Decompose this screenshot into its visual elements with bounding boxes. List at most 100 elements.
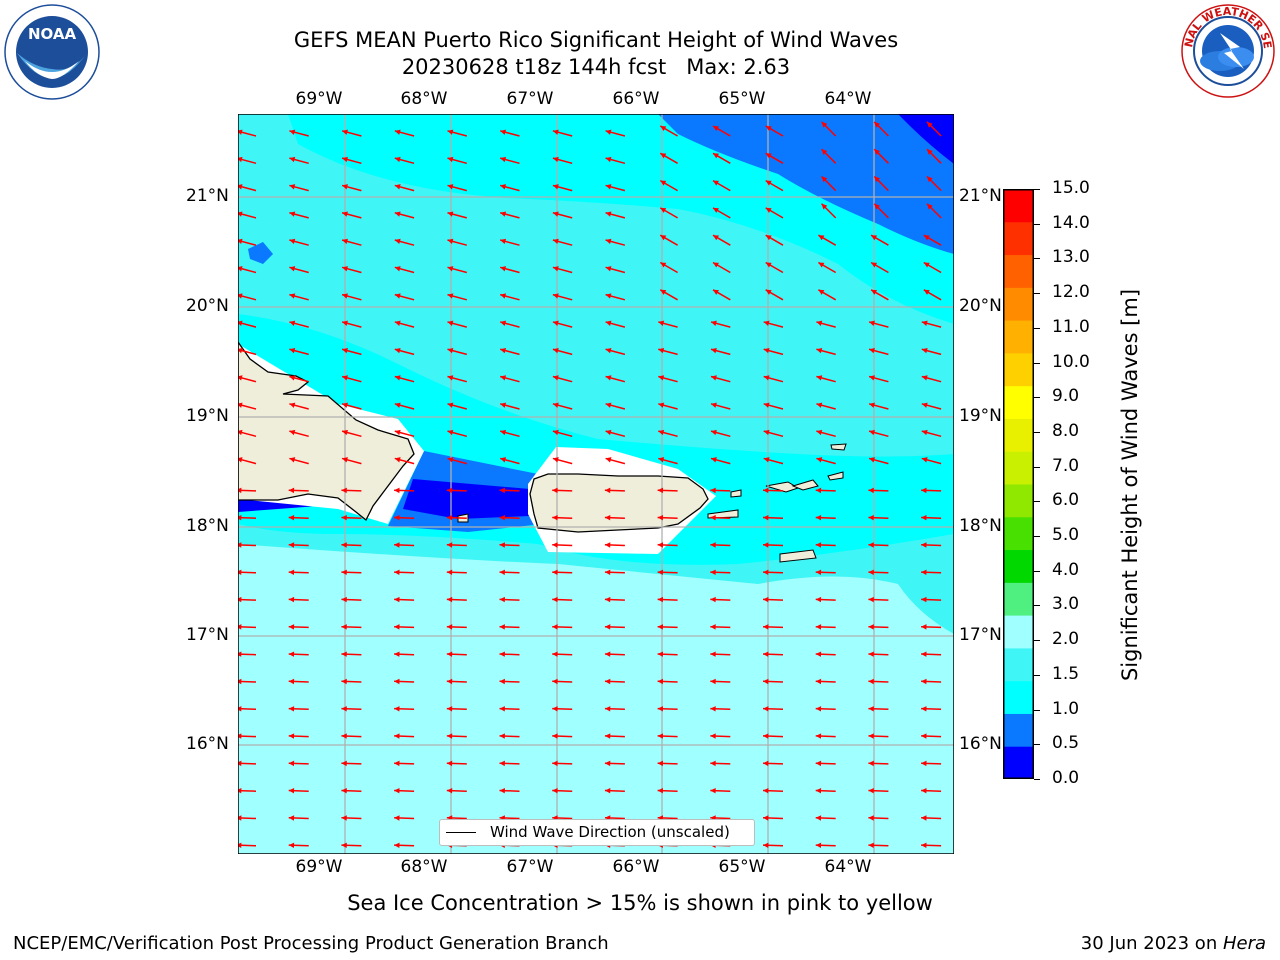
wind-arrow-head xyxy=(868,760,874,767)
sea-ice-note: Sea Ice Concentration > 15% is shown in … xyxy=(347,891,933,915)
wind-arrow-head xyxy=(926,176,933,183)
lat-label-left-16n: 16°N xyxy=(186,734,229,754)
colorbar-swatch xyxy=(1003,352,1034,387)
wind-arrow-head xyxy=(657,569,664,576)
wind-arrow-head xyxy=(394,320,401,326)
wind-arrow-head xyxy=(500,375,507,381)
wind-arrow-head xyxy=(446,787,453,794)
legend-label: Wind Wave Direction (unscaled) xyxy=(490,823,730,841)
wind-arrow-head xyxy=(657,760,664,767)
lat-label-right-16n: 16°N xyxy=(959,734,1002,754)
colorbar xyxy=(1003,189,1034,780)
wind-arrow-head xyxy=(712,126,719,132)
wind-arrow-head xyxy=(657,787,664,794)
wind-arrow-head xyxy=(394,542,400,548)
wind-arrow-head xyxy=(923,262,930,268)
st-croix-island xyxy=(779,549,817,563)
wind-arrow-head xyxy=(289,129,296,135)
wind-arrow-head xyxy=(500,266,507,272)
wind-arrow-head xyxy=(394,238,401,245)
wind-arrow-head xyxy=(657,733,664,739)
wind-arrow-head xyxy=(868,842,874,849)
wind-arrow-head xyxy=(552,514,558,521)
wind-arrow-head xyxy=(763,787,769,794)
wind-arrow-head xyxy=(289,402,296,408)
wind-arrow-head xyxy=(288,514,295,521)
wind-arrow-head xyxy=(710,320,717,326)
wind-arrow-head xyxy=(288,651,295,657)
wind-arrow-head xyxy=(921,760,927,767)
wind-arrow-head xyxy=(815,787,822,794)
wind-arrow-head xyxy=(765,126,772,132)
lon-label-top-65w: 65°W xyxy=(718,89,766,109)
wind-arrow-head xyxy=(341,624,347,630)
wind-arrow-head xyxy=(552,320,559,326)
ocean-patch-northwest xyxy=(248,242,273,264)
wind-arrow-head xyxy=(288,787,295,794)
wind-arrow-head xyxy=(552,266,559,272)
wind-arrow-head xyxy=(921,375,928,381)
wind-arrow-head xyxy=(446,487,453,494)
wind-arrow-head xyxy=(815,596,822,603)
wind-arrow-head xyxy=(660,153,667,159)
wind-arrow-head xyxy=(660,126,667,132)
wind-arrow-head xyxy=(926,121,933,128)
colorbar-swatch xyxy=(1003,418,1034,452)
noaa-logo: NOAA xyxy=(3,3,101,101)
nws-logo: NATIONAL WEATHER SERVICE xyxy=(1175,0,1276,99)
wind-arrow-head xyxy=(394,596,400,603)
wind-arrow-head xyxy=(394,347,401,354)
wind-arrow-head xyxy=(499,787,505,794)
wind-arrow-head xyxy=(710,651,716,657)
wind-arrow-head xyxy=(926,203,933,210)
wind-arrow-head xyxy=(341,760,347,767)
lon-label-bottom-69w: 69°W xyxy=(295,857,343,877)
wind-arrow-head xyxy=(658,320,665,326)
wind-arrow-head xyxy=(552,402,559,408)
wind-arrow-head xyxy=(868,487,874,494)
wind-arrow-head xyxy=(921,815,927,821)
hispaniola-coast-level-0-0_5 xyxy=(238,499,318,512)
wind-arrow-head xyxy=(341,569,347,576)
colorbar-tick-mark xyxy=(1034,466,1040,468)
wind-arrow-head xyxy=(342,457,348,463)
wind-arrow-head xyxy=(605,375,612,381)
wind-arrow-head xyxy=(763,651,769,657)
wind-arrow-head xyxy=(447,129,454,135)
wind-arrow-head xyxy=(500,238,507,245)
wind-arrow-head xyxy=(710,733,716,739)
wind-arrow-head xyxy=(446,651,453,657)
wind-arrow-head xyxy=(341,487,347,494)
wind-arrow-head xyxy=(552,624,558,630)
wind-arrow-head xyxy=(763,320,770,326)
wind-arrow-head xyxy=(763,487,769,494)
wind-arrow-head xyxy=(552,596,558,603)
noaa-logo-text: NOAA xyxy=(28,25,77,43)
wind-arrow-head xyxy=(342,238,348,245)
wind-arrow-head xyxy=(710,760,716,767)
wind-arrow-head xyxy=(921,678,927,685)
wind-arrow-head xyxy=(763,542,769,548)
wind-arrow-head xyxy=(500,429,507,436)
ocean-level-0_5-1-northeast xyxy=(658,114,954,254)
wind-arrow-head xyxy=(289,320,296,326)
wind-arrow-head xyxy=(500,211,507,217)
wind-arrow-head xyxy=(921,429,928,436)
wind-arrow-head xyxy=(868,514,874,521)
wind-arrow-head xyxy=(447,156,454,163)
colorbar-tick-label: 13.0 xyxy=(1052,247,1090,268)
wind-arrow-head xyxy=(446,514,453,521)
wind-arrow-head xyxy=(815,678,822,685)
lat-label-left-18n: 18°N xyxy=(186,516,229,536)
wind-arrow-head xyxy=(868,733,874,739)
colorbar-swatch xyxy=(1003,287,1034,321)
lon-label-top-68w: 68°W xyxy=(400,89,448,109)
wind-arrow-head xyxy=(921,542,927,548)
lon-label-top-66w: 66°W xyxy=(612,89,660,109)
plot-title: GEFS MEAN Puerto Rico Significant Height… xyxy=(293,28,899,52)
wind-arrow-head xyxy=(868,787,874,794)
wind-arrow-head xyxy=(712,262,719,268)
wind-arrow-head xyxy=(342,156,348,163)
wind-arrow-head xyxy=(447,429,454,436)
wind-arrow-head xyxy=(288,542,295,548)
